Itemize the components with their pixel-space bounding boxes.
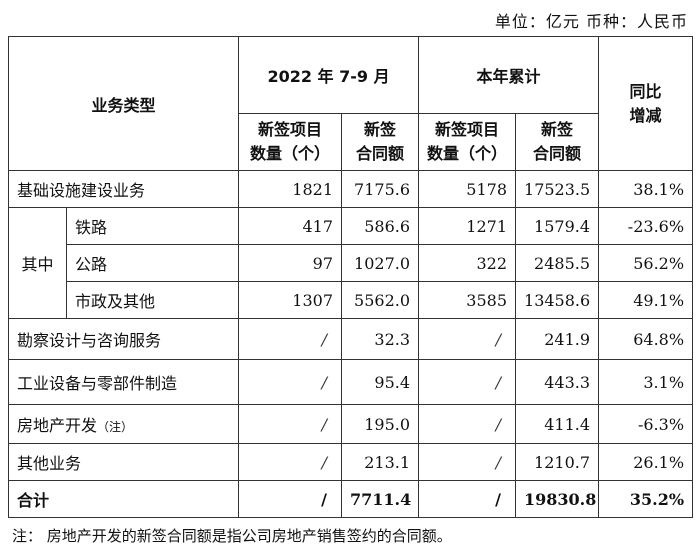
cell-ytd-count: / [418,480,517,518]
row-name: 勘察设计与咨询服务 [7,318,240,360]
table-row: 其中 铁路 417 586.6 1271 1579.4 -23.6% [8,207,694,319]
table-row: 基础设施建设业务 1821 7175.6 5178 17523.5 38.1% [7,170,694,208]
cell-ytd-count: / [418,318,517,360]
cell-ytd-count: 322 [418,244,517,282]
cell-ytd-amount: 1210.7 [515,443,600,481]
cell-q-count: 97 [238,244,343,282]
header-q-amount-line2: 合同额 [356,144,405,163]
table-row: 房地产开发（注） / 195.0 / 411.4 -6.3% [7,404,694,444]
cell-ytd-count: / [418,359,517,405]
cell-yoy: 56.2% [598,244,694,282]
header-q-amount: 新签 合同额 [341,113,420,171]
cell-q-amount: 1027.0 [341,244,420,282]
cell-q-count: / [238,480,343,518]
header-q-amount-line1: 新签 [364,120,397,139]
row-name: 其他业务 [7,443,240,481]
header-period: 2022 年 7-9 月 [238,36,420,114]
cell-yoy: 26.1% [598,443,694,481]
cell-yoy: 49.1% [598,281,694,319]
table-row: 市政及其他 1307 5562.0 3585 13458.6 49.1% [9,281,694,319]
cell-q-count: / [238,443,343,481]
header-ytd-count: 新签项目 数量（个） [418,113,517,171]
cell-yoy: 35.2% [598,480,694,518]
cell-q-amount: 586.6 [341,207,420,245]
row-name: 合计 [7,480,240,518]
header-row-1: 业务类型 2022 年 7-9 月 本年累计 同比 增减 [7,36,694,171]
header-yoy: 同比 增减 [598,36,694,171]
group-label: 其中 [8,207,67,319]
table-row: 勘察设计与咨询服务 / 32.3 / 241.9 64.8% [7,318,694,360]
total-row: 合计 / 7711.4 / 19830.8 35.2% [7,480,694,518]
cell-ytd-amount: 13458.6 [515,281,600,319]
header-business-type: 业务类型 [7,36,240,171]
header-ytd-count-line2: 数量（个） [427,144,508,163]
cell-q-amount: 95.4 [341,359,420,405]
row-name: 铁路 [65,207,240,245]
cell-q-amount: 5562.0 [341,281,420,319]
header-q-count-line1: 新签项目 [258,120,323,139]
header-ytd-amount: 新签 合同额 [515,113,600,171]
cell-q-count: / [238,359,343,405]
header-ytd-amount-line1: 新签 [541,120,574,139]
cell-ytd-amount: 411.4 [515,404,600,444]
cell-ytd-amount: 241.9 [515,318,600,360]
unit-label: 单位：亿元 币种：人民币 [494,12,688,31]
header-yoy-line2: 增减 [629,105,662,125]
cell-yoy: 64.8% [598,318,694,360]
table-row: 其他业务 / 213.1 / 1210.7 26.1% [7,443,694,481]
header-q-count-line2: 数量（个） [250,144,331,163]
cell-ytd-amount: 2485.5 [515,244,600,282]
row-name-text: 房地产开发 [17,416,98,435]
cell-q-count: 417 [238,207,343,245]
cell-ytd-count: 1271 [418,207,517,245]
footnote: 注： 房地产开发的新签合同额是指公司房地产销售签约的合同额。 [12,527,452,545]
cell-yoy: -6.3% [598,404,694,444]
row-name-note: （注） [97,420,134,434]
cell-yoy: 3.1% [598,359,694,405]
cell-yoy: 38.1% [598,170,694,208]
cell-q-count: / [238,318,343,360]
table-row: 工业设备与零部件制造 / 95.4 / 443.3 3.1% [7,359,694,405]
row-name: 工业设备与零部件制造 [7,359,240,405]
cell-ytd-amount: 1579.4 [515,207,600,245]
cell-ytd-count: / [418,443,517,481]
cell-q-amount: 7175.6 [341,170,420,208]
row-name: 基础设施建设业务 [7,170,240,208]
header-ytd-amount-line2: 合同额 [533,144,582,163]
cell-q-count: 1307 [238,281,343,319]
row-name: 房地产开发（注） [7,404,240,444]
cell-q-count: / [238,404,343,444]
cell-q-amount: 7711.4 [341,480,420,518]
cell-q-amount: 32.3 [341,318,420,360]
cell-yoy: -23.6% [598,207,694,245]
header-q-count: 新签项目 数量（个） [238,113,343,171]
contract-table: 业务类型 2022 年 7-9 月 本年累计 同比 增减 新签项目 数量（个） … [7,36,694,518]
cell-ytd-amount: 443.3 [515,359,600,405]
table-row: 公路 97 1027.0 322 2485.5 56.2% [9,244,694,282]
cell-q-amount: 213.1 [341,443,420,481]
cell-q-count: 1821 [238,170,343,208]
cell-ytd-amount: 19830.8 [515,480,600,518]
row-name: 市政及其他 [65,281,240,319]
header-ytd-count-line1: 新签项目 [435,120,500,139]
cell-ytd-count: 3585 [418,281,517,319]
cell-ytd-count: / [418,404,517,444]
header-yoy-line1: 同比 [629,81,662,101]
cell-ytd-amount: 17523.5 [515,170,600,208]
header-row-2: 新签项目 数量（个） 新签 合同额 新签项目 数量（个） 新签 合同额 [9,113,693,171]
cell-q-amount: 195.0 [341,404,420,444]
cell-ytd-count: 5178 [418,170,517,208]
row-name: 公路 [65,244,240,282]
header-ytd: 本年累计 [418,36,600,114]
